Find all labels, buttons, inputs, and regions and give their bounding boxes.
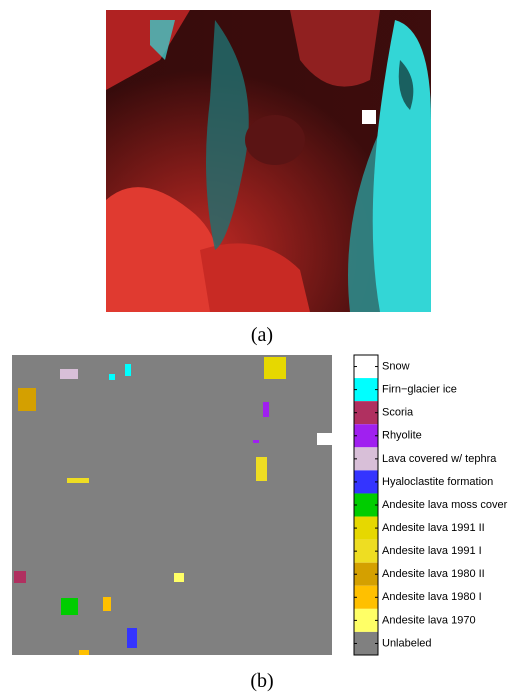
figure: (a) Snow Firn−glacier ice Scoria Rhyolite La… xyxy=(0,0,524,693)
legend-swatch xyxy=(354,517,378,540)
legend-swatch xyxy=(354,493,378,516)
legend-label: Andesite lava 1970 xyxy=(382,614,476,626)
caption: (a) xyxy=(251,324,273,346)
legend-label: Rhyolite xyxy=(382,430,422,442)
legend-swatch xyxy=(354,586,378,609)
legend-swatch xyxy=(354,609,378,632)
legend-label: Andesite lava 1991 II xyxy=(382,522,485,534)
legend-label: Firn−glacier ice xyxy=(382,384,457,396)
legend-label: Andesite lava 1991 I xyxy=(382,545,482,557)
legend-label: Hyaloclastite formation xyxy=(382,476,493,488)
legend-swatch xyxy=(354,401,378,424)
legend-swatch xyxy=(354,632,378,655)
legend-label: Andesite lava 1980 I xyxy=(382,591,482,603)
page: {"captions": ["(a)", "(b)"], "legend": [… xyxy=(0,0,524,693)
legend-label: Scoria xyxy=(382,407,414,419)
label-map xyxy=(12,355,332,655)
legend-swatch xyxy=(354,470,378,493)
legend-swatch xyxy=(354,378,378,401)
legend-swatch xyxy=(354,540,378,563)
legend: Snow Firn−glacier ice Scoria Rhyolite Lava c… xyxy=(354,355,508,655)
legend-label: Andesite lava moss cover xyxy=(382,499,508,511)
legend-label: Andesite lava 1980 II xyxy=(382,568,485,580)
legend-label: Unlabeled xyxy=(382,637,432,649)
satellite-image xyxy=(106,10,431,312)
legend-swatch xyxy=(354,424,378,447)
legend-swatch xyxy=(354,563,378,586)
legend-label: Lava covered w/ tephra xyxy=(382,453,497,465)
caption: (b) xyxy=(250,670,273,692)
legend-swatch xyxy=(354,447,378,470)
legend-swatch xyxy=(354,355,378,378)
legend-label: Snow xyxy=(382,360,410,372)
